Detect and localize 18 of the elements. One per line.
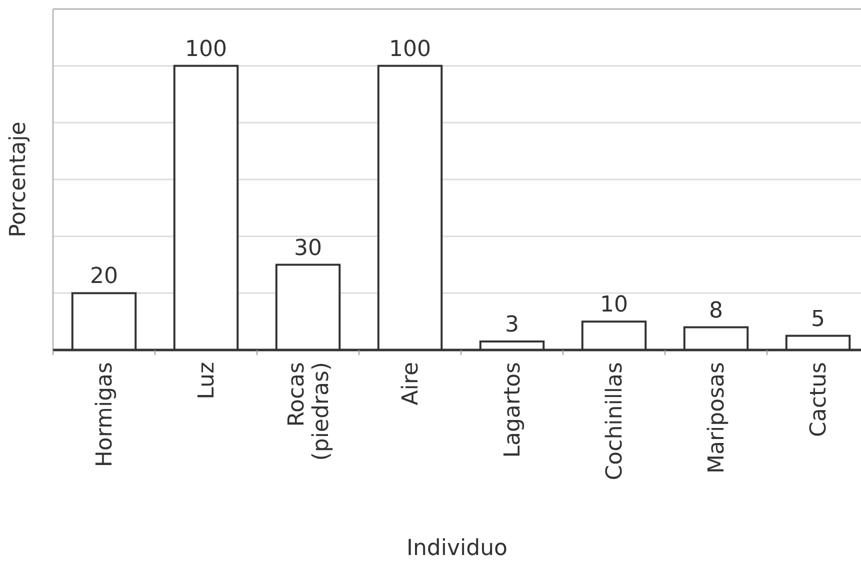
x-tick-label: Cactus [806,362,832,437]
x-tick-label: Aire [398,362,424,406]
data-label: 20 [90,264,118,290]
data-label: 30 [294,236,322,261]
x-tick-label: Hormigas [92,362,118,468]
x-tick-label: Lagartos [500,362,526,458]
data-label: 8 [709,298,723,324]
data-label: 100 [185,36,227,62]
x-tick-label: Rocas (piedras) [284,362,334,461]
data-label: 10 [600,292,628,318]
x-tick-label: Luz [194,362,220,400]
x-tick-label: Mariposas [704,362,730,474]
data-label: 100 [389,36,431,62]
data-label: 3 [505,312,519,338]
x-tick-label: Cochinillas [602,362,628,480]
data-label: 5 [811,306,825,332]
y-axis-title: Porcentaje [6,122,31,238]
x-axis-title: Individuo [406,536,508,561]
